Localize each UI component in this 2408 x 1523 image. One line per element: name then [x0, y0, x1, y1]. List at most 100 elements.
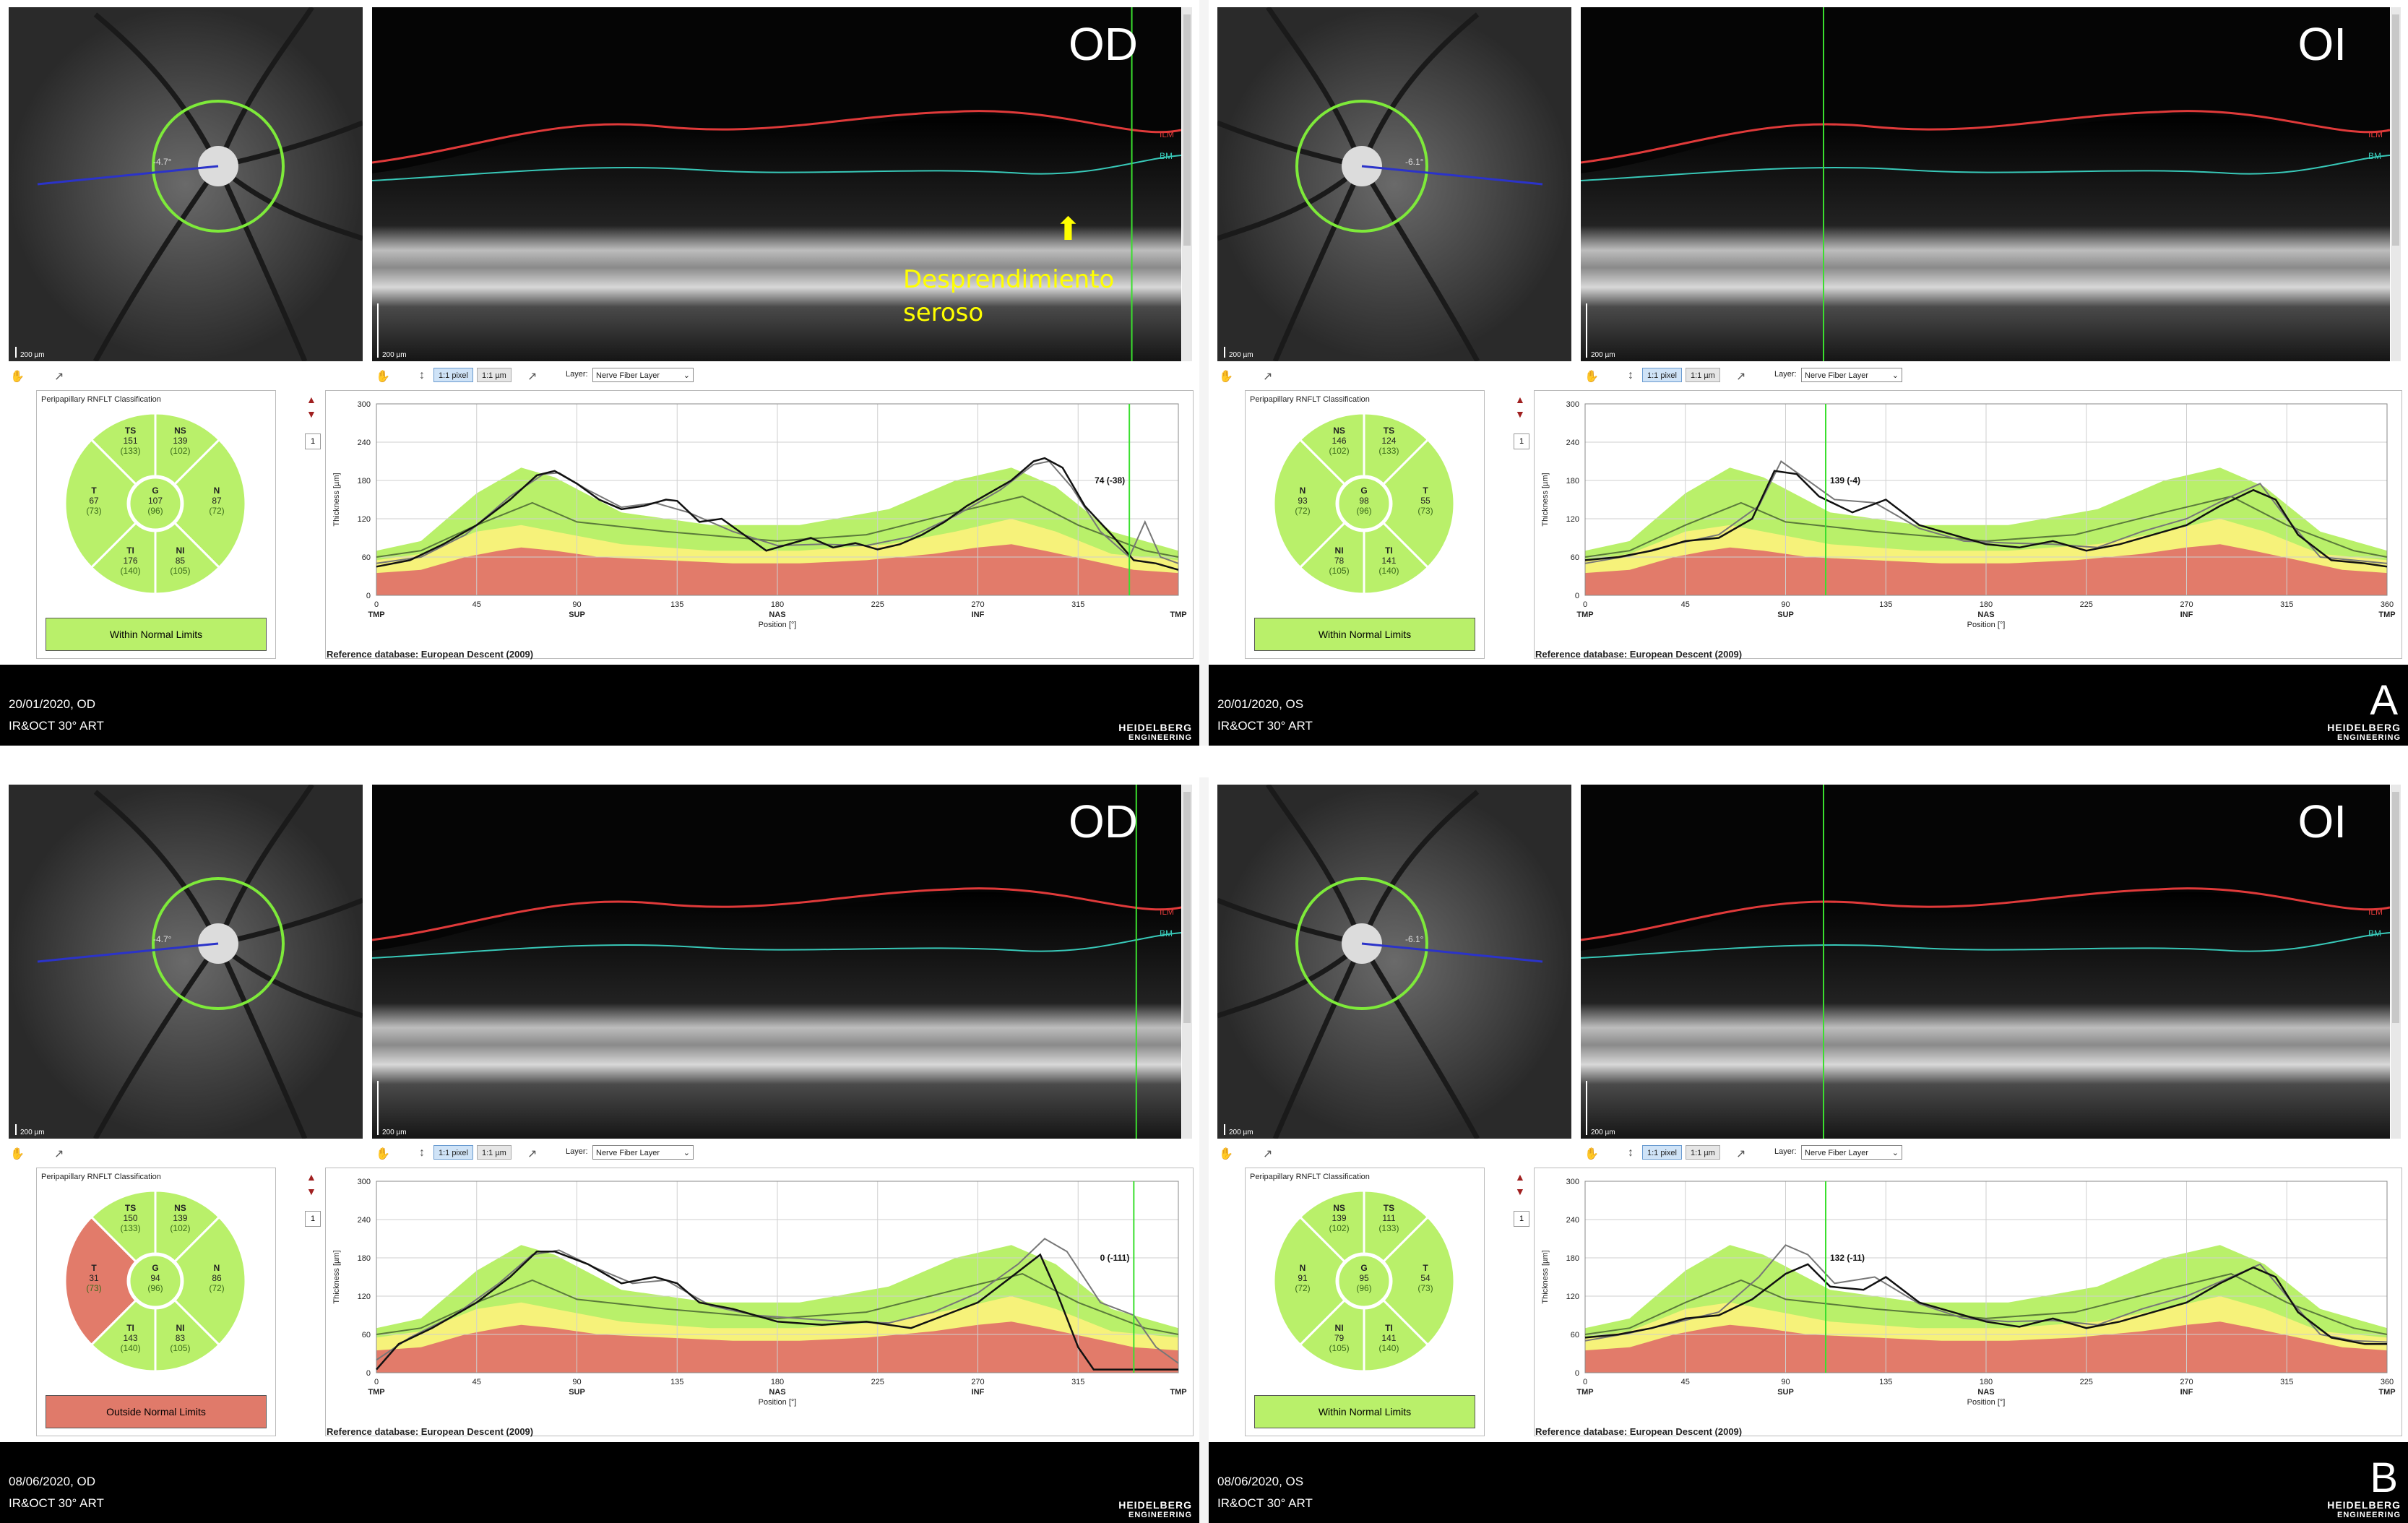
- layer-label: Layer:: [1774, 370, 1797, 379]
- hand-icon[interactable]: ✋: [10, 371, 25, 383]
- thickness-plot[interactable]: 0 60 120 180 240 300 0 TMP 45 90 SUP 135 180 NAS 225 27…: [325, 390, 1194, 659]
- oct-bscan[interactable]: ILM BM 200 µm OD ⬆ Desprendimiento seroso: [372, 7, 1181, 361]
- arrow-down-icon[interactable]: ▼: [306, 408, 316, 420]
- scan-circle[interactable]: [1295, 877, 1428, 1010]
- hand-icon[interactable]: ✋: [10, 1148, 25, 1160]
- vertical-scrollbar[interactable]: [2391, 7, 2401, 361]
- x-tick-label: 135: [670, 600, 683, 609]
- layer-select[interactable]: Nerve Fiber Layer ⌄: [1801, 368, 1902, 382]
- scrollbar-thumb[interactable]: [2392, 14, 2399, 246]
- fundus-image[interactable]: -4.7° 200 µm: [9, 7, 363, 361]
- measure-icon[interactable]: ↗: [527, 371, 538, 383]
- zoom-1to1-um-button[interactable]: 1:1 µm: [477, 368, 512, 382]
- layer-select[interactable]: Nerve Fiber Layer ⌄: [592, 368, 694, 382]
- hand-icon[interactable]: ✋: [376, 1148, 390, 1160]
- measure-icon[interactable]: ↗: [1736, 371, 1746, 383]
- vertical-scrollbar[interactable]: [2391, 785, 2401, 1139]
- zoom-fit-icon[interactable]: ↕: [419, 1147, 425, 1159]
- exam-date: 08/06/2020, OD: [9, 1475, 96, 1488]
- thickness-plot[interactable]: 0 60 120 180 240 300 0 TMP 45 90 SUP 135 180 NAS 225 27…: [1534, 1168, 2402, 1436]
- sector-value: 139: [173, 436, 187, 446]
- zoom-1to1-um-button[interactable]: 1:1 µm: [477, 1145, 512, 1160]
- sector-name: G: [152, 486, 158, 496]
- bm-label: BM: [1160, 928, 1173, 939]
- scan-circle[interactable]: [152, 877, 285, 1010]
- eye-label: OI: [2297, 18, 2347, 70]
- scrollbar-thumb[interactable]: [1183, 14, 1191, 246]
- exam-date: 20/01/2020, OD: [9, 697, 96, 711]
- fundus-image[interactable]: -6.1° 200 µm: [1217, 7, 1571, 361]
- rnflt-classification: Peripapillary RNFLT Classification T 31 (73…: [36, 1168, 276, 1436]
- oct-bscan[interactable]: ILM BM 200 µm OD: [372, 785, 1181, 1139]
- panel-a: -4.7° 200 µm ILM BM 200 µm OD ⬆ Desprendimiento…: [0, 0, 2408, 746]
- footer-a-od: 20/01/2020, OD IR&OCT 30° ART HEIDELBERG…: [0, 665, 1199, 746]
- sector-ni: [154, 1298, 221, 1373]
- mean-line: [1584, 496, 2388, 558]
- y-axis-label: Thickness [µm]: [1541, 473, 1550, 526]
- scrollbar-thumb[interactable]: [1183, 792, 1191, 1023]
- page-badge[interactable]: 1: [305, 433, 321, 449]
- x-tick-label: 135: [1879, 600, 1892, 609]
- arrow-up-icon[interactable]: ▲: [306, 1171, 316, 1183]
- sector-normative: (140): [121, 1343, 141, 1353]
- sector-global: [1337, 1254, 1391, 1308]
- measure-icon[interactable]: ↗: [1263, 1148, 1273, 1160]
- pane-a-od: -4.7° 200 µm ILM BM 200 µm OD ⬆ Desprendimiento…: [0, 0, 1199, 665]
- arrow-up-icon[interactable]: ▲: [306, 394, 316, 405]
- bm-label: BM: [2368, 151, 2381, 161]
- page-badge[interactable]: 1: [1514, 433, 1529, 449]
- measure-icon[interactable]: ↗: [54, 1148, 64, 1160]
- layer-select[interactable]: Nerve Fiber Layer ⌄: [592, 1145, 694, 1160]
- zoom-1to1-um-button[interactable]: 1:1 µm: [1686, 368, 1720, 382]
- oct-bscan[interactable]: ILM BM 200 µm OI: [1581, 7, 2390, 361]
- retinal-vessel: [1359, 165, 1480, 361]
- fundus-image[interactable]: -6.1° 200 µm: [1217, 785, 1571, 1139]
- measure-icon[interactable]: ↗: [54, 371, 64, 383]
- hand-icon[interactable]: ✋: [376, 371, 390, 383]
- hand-icon[interactable]: ✋: [1584, 1148, 1599, 1160]
- sector-normative: (133): [121, 446, 141, 456]
- measure-icon[interactable]: ↗: [1263, 371, 1273, 383]
- exam-date: 20/01/2020, OS: [1217, 697, 1304, 711]
- oct-bscan[interactable]: ILM BM 200 µm OI: [1581, 785, 2390, 1139]
- rnflt-classification: Peripapillary RNFLT Classification T 67 (73…: [36, 390, 276, 659]
- page-badge[interactable]: 1: [1514, 1211, 1529, 1227]
- measure-icon[interactable]: ↗: [527, 1148, 538, 1160]
- hand-icon[interactable]: ✋: [1219, 1148, 1233, 1160]
- y-tick-label: 0: [1575, 1369, 1579, 1378]
- arrow-down-icon[interactable]: ▼: [1515, 1186, 1525, 1197]
- page-badge[interactable]: 1: [305, 1211, 321, 1227]
- zoom-1to1-pixel-button[interactable]: 1:1 pixel: [433, 368, 473, 382]
- scan-angle-label: -4.7°: [153, 157, 172, 167]
- zoom-fit-icon[interactable]: ↕: [1628, 369, 1634, 381]
- zoom-1to1-pixel-button[interactable]: 1:1 pixel: [1642, 1145, 1682, 1160]
- scan-circle[interactable]: [152, 100, 285, 233]
- zoom-1to1-pixel-button[interactable]: 1:1 pixel: [433, 1145, 473, 1160]
- arrow-up-icon[interactable]: ▲: [1515, 1171, 1525, 1183]
- vertical-scrollbar[interactable]: [1182, 7, 1192, 361]
- ilm-segmentation-line: [372, 110, 1181, 164]
- fundus-image[interactable]: -4.7° 200 µm: [9, 785, 363, 1139]
- measure-icon[interactable]: ↗: [1736, 1148, 1746, 1160]
- panel-b: -4.7° 200 µm ILM BM 200 µm OD ✋ ↗ ✋ ↕ 1:1 pixel 1:1…: [0, 777, 2408, 1523]
- hand-icon[interactable]: ✋: [1219, 371, 1233, 383]
- zoom-1to1-pixel-button[interactable]: 1:1 pixel: [1642, 368, 1682, 382]
- arrow-down-icon[interactable]: ▼: [306, 1186, 316, 1197]
- layer-select[interactable]: Nerve Fiber Layer ⌄: [1801, 1145, 1902, 1160]
- plot-frame: [1584, 1181, 2388, 1373]
- x-sector-label: SUP: [569, 1388, 585, 1397]
- zoom-1to1-um-button[interactable]: 1:1 µm: [1686, 1145, 1720, 1160]
- classification-title: Peripapillary RNFLT Classification: [1250, 1173, 1370, 1181]
- hand-icon[interactable]: ✋: [1584, 371, 1599, 383]
- scrollbar-thumb[interactable]: [2392, 792, 2399, 1023]
- thickness-plot[interactable]: 0 60 120 180 240 300 0 TMP 45 90 SUP 135 180 NAS 225 27…: [1534, 390, 2402, 659]
- sector-name: NI: [176, 545, 184, 556]
- arrow-up-icon[interactable]: ▲: [1515, 394, 1525, 405]
- sector-ts: [90, 1189, 157, 1264]
- scan-circle[interactable]: [1295, 100, 1428, 233]
- arrow-down-icon[interactable]: ▼: [1515, 408, 1525, 420]
- zoom-fit-icon[interactable]: ↕: [419, 369, 425, 381]
- zoom-fit-icon[interactable]: ↕: [1628, 1147, 1634, 1159]
- vertical-scrollbar[interactable]: [1182, 785, 1192, 1139]
- thickness-plot[interactable]: 0 60 120 180 240 300 0 TMP 45 90 SUP 135 180 NAS 225 27…: [325, 1168, 1194, 1436]
